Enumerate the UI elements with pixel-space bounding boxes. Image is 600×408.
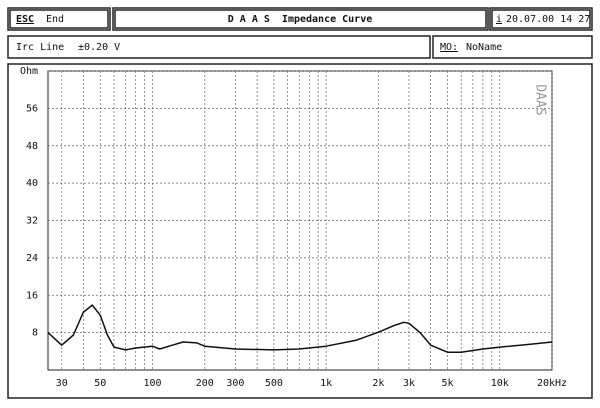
title-box-inner (114, 9, 487, 29)
y-tick-label: 8 (32, 328, 38, 339)
watermark: DAAS (533, 84, 548, 115)
date-box-inner (491, 9, 591, 29)
x-tick-label: 50 (94, 378, 106, 389)
date-box (489, 7, 593, 31)
x-tick-label: 5k (441, 378, 453, 389)
impedance-curve (47, 304, 553, 353)
datetime: 20.07.00 14 27 (506, 14, 590, 25)
x-tick-label: 100 (143, 378, 161, 389)
y-tick-label: Ohm (20, 66, 38, 77)
x-tick-label: 30 (56, 378, 68, 389)
esc-box-inner (9, 9, 109, 29)
x-tick-label: 300 (226, 378, 244, 389)
x-tick-label: 500 (265, 378, 283, 389)
info-icon[interactable]: i (496, 14, 502, 25)
x-tick-label: 200 (196, 378, 214, 389)
x-tick-label: 1k (320, 378, 332, 389)
esc-label[interactable]: End (46, 14, 64, 25)
y-tick-label: 56 (26, 103, 38, 114)
name: NoName (466, 42, 502, 53)
x-tick-label: 20kHz (537, 378, 567, 389)
chart-frame (7, 63, 593, 399)
mode-box (7, 35, 431, 59)
name-key[interactable]: MO: (440, 42, 458, 53)
y-tick-label: 32 (26, 216, 38, 227)
y-tick-label: 40 (26, 178, 38, 189)
x-tick-label: 3k (403, 378, 415, 389)
x-tick-label: 2k (372, 378, 384, 389)
mode: Irc Line (16, 42, 64, 53)
level: ±0.20 V (78, 42, 120, 53)
y-tick-label: 16 (26, 290, 38, 301)
x-tick-label: 10k (491, 378, 509, 389)
y-tick-label: 24 (26, 253, 38, 264)
esc-box[interactable] (7, 7, 111, 31)
y-tick-label: 48 (26, 141, 38, 152)
esc-key[interactable]: ESC (16, 14, 34, 25)
app-title: D A A S Impedance Curve (228, 14, 373, 25)
title-box (112, 7, 489, 31)
name-box (432, 35, 593, 59)
